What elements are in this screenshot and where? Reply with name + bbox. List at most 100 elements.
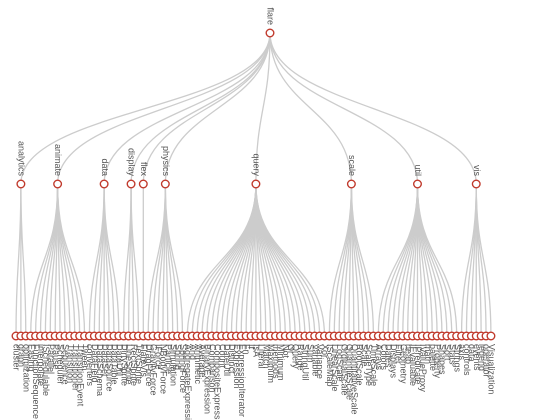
- leaf-label: methods: [271, 344, 281, 379]
- link: [269, 32, 419, 185]
- leaf-label: Query: [291, 344, 301, 369]
- link: [98, 183, 105, 337]
- leaf-label: LineSprite: [124, 344, 134, 385]
- group-label: display: [127, 148, 137, 177]
- leaf-label: DataField: [90, 344, 100, 383]
- leaf-label: graph: [17, 344, 27, 367]
- leaf-label: Sum: [305, 344, 315, 363]
- link: [20, 183, 27, 337]
- leaf-label: events: [472, 344, 482, 371]
- leaf-label: axis: [457, 344, 467, 361]
- leaf-label: Transition: [65, 344, 75, 383]
- leaf-label: RectSprite: [129, 344, 139, 386]
- link: [20, 32, 271, 185]
- leaf-label: TextSprite: [134, 344, 144, 384]
- leaf-label: IPredicate: [413, 344, 423, 385]
- leaf-label: IEvaluable: [408, 344, 418, 386]
- leaf-label: FlareVis: [139, 344, 149, 377]
- group-label: flex: [139, 162, 149, 177]
- leaf-label: RootScale: [354, 344, 364, 386]
- link: [416, 183, 458, 337]
- leaf-label: Variable: [310, 344, 320, 376]
- leaf-label: Fn: [242, 344, 252, 355]
- leaf-label: OrdinalScale: [340, 344, 350, 396]
- link: [201, 183, 257, 337]
- leaf-label: ExpressionIterator: [237, 344, 247, 417]
- link: [269, 32, 353, 185]
- leaf-label: FunctionSequence: [31, 344, 41, 419]
- leaf-label: Simulation: [168, 344, 178, 386]
- leaf-label: math: [423, 344, 433, 364]
- leaf-label: Sort: [442, 344, 452, 361]
- node: [265, 28, 275, 38]
- leaf-label: SpringForce: [178, 344, 188, 393]
- leaf-label: Minimum: [276, 344, 286, 381]
- leaf-label: BinaryExpression: [203, 344, 213, 414]
- node: [53, 179, 63, 189]
- node: [471, 179, 481, 189]
- link: [255, 183, 311, 337]
- leaf-label: operator: [482, 344, 492, 378]
- leaf-label: Transitioner: [70, 344, 80, 391]
- link: [411, 183, 419, 337]
- leaf-label: optimization: [21, 344, 31, 392]
- leaf-label: QuantileScale: [345, 344, 355, 400]
- leaf-label: Parallel: [46, 344, 56, 374]
- leaf-label: Maximum: [266, 344, 276, 383]
- leaf-label: Arrays: [374, 344, 384, 371]
- leaf-label: legend: [477, 344, 487, 371]
- link: [15, 183, 22, 337]
- link: [392, 183, 419, 337]
- leaf-label: heap: [403, 344, 413, 364]
- leaf-label: Variance: [315, 344, 325, 379]
- link: [164, 183, 184, 337]
- leaf-label: If: [247, 344, 257, 350]
- leaf-label: DataSource: [105, 344, 115, 392]
- leaf-label: converters: [85, 344, 95, 387]
- leaf-label: Or: [286, 344, 296, 354]
- leaf-label: Shapes: [438, 344, 448, 375]
- leaf-label: Colors: [379, 344, 389, 371]
- node: [251, 179, 261, 189]
- leaf-label: Filter: [394, 344, 404, 364]
- node: [160, 179, 170, 189]
- leaf-label: TimeScale: [369, 344, 379, 386]
- leaf-label: Xor: [320, 344, 330, 358]
- link: [103, 183, 120, 337]
- group-label: scale: [347, 155, 357, 176]
- link: [103, 32, 271, 185]
- leaf-label: Dates: [384, 344, 394, 368]
- leaf-label: Match: [261, 344, 271, 369]
- leaf-label: cluster: [12, 344, 22, 371]
- leaf-label: IValueProxy: [418, 344, 428, 392]
- leaf-label: DragForce: [144, 344, 154, 387]
- leaf-label: Visualization: [487, 344, 497, 394]
- leaf-label: AggregateExpression: [183, 344, 193, 420]
- link: [130, 32, 271, 185]
- leaf-label: Scale: [359, 344, 369, 367]
- leaf-label: Expression: [232, 344, 242, 389]
- leaf-label: ScaleType: [364, 344, 374, 386]
- leaf-label: controls: [462, 344, 472, 376]
- link: [164, 32, 271, 185]
- leaf-label: DataSchema: [95, 344, 105, 396]
- leaf-label: Spring: [173, 344, 183, 370]
- link: [416, 183, 443, 337]
- leaf-label: DataUtil: [114, 344, 124, 376]
- leaf-label: IsA: [252, 344, 262, 357]
- leaf-label: StringUtil: [301, 344, 311, 381]
- link: [255, 183, 326, 337]
- link: [142, 32, 271, 185]
- leaf-label: Arithmetic: [193, 344, 203, 385]
- leaf-label: Not: [281, 344, 291, 359]
- group-label: physics: [161, 146, 171, 177]
- group-label: query: [252, 153, 262, 176]
- node: [126, 179, 136, 189]
- link: [230, 183, 257, 337]
- leaf-label: ISchedulable: [41, 344, 51, 396]
- node: [486, 331, 496, 341]
- node: [16, 179, 26, 189]
- group-label: vis: [472, 165, 482, 176]
